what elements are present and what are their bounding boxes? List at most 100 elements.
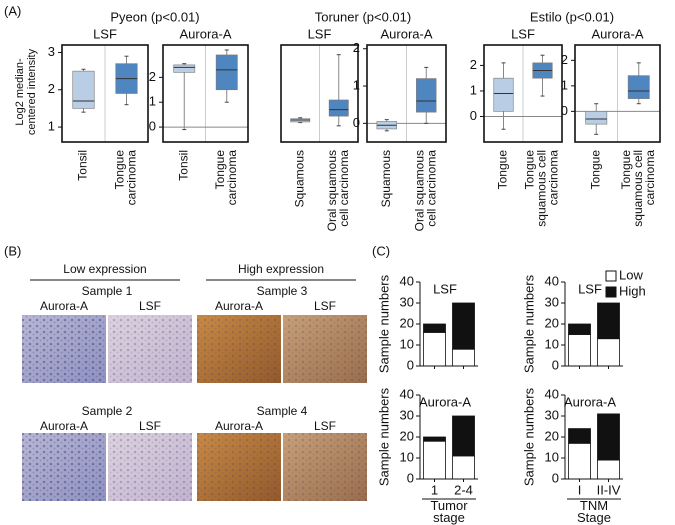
y-tick-label: 10 (400, 336, 414, 351)
x-tick-label: Squamous (292, 150, 306, 207)
y-tick-label: 2 (353, 40, 360, 55)
x-tick-label: II-IV (597, 482, 621, 497)
image-label: LSF (139, 419, 161, 433)
box (72, 70, 95, 109)
bar-segment (597, 302, 620, 340)
box (416, 78, 437, 113)
bar-segment (452, 415, 475, 457)
y-tick-label: 2 (149, 69, 156, 84)
bar-segment (568, 334, 591, 367)
chart-title: LSF (578, 281, 602, 296)
tissue-texture (22, 433, 106, 501)
image-label: LSF (139, 299, 161, 313)
y-tick-label: 0 (353, 115, 360, 130)
section-header: Low expression (63, 262, 146, 276)
panel-label: (C) (372, 243, 390, 258)
image-label: LSF (314, 419, 336, 433)
tissue-texture (283, 315, 367, 383)
x-tick-label: Oral squamouscell carcinoma (325, 150, 351, 232)
y-tick-label: 1 (470, 82, 477, 97)
y-tick-label: 30 (400, 407, 414, 422)
bar-segment (568, 323, 591, 335)
x-tick-label: Tonguecarcinoma (113, 150, 139, 206)
y-axis-label: Sample numbers (376, 274, 391, 373)
bar-segment (597, 338, 620, 367)
y-tick-label: 0 (407, 470, 414, 485)
plot-frame (162, 44, 249, 143)
bar-segment (423, 436, 446, 442)
chart-title: Aurora-A (564, 394, 616, 409)
legend-swatch (605, 270, 617, 282)
image-label: Aurora-A (40, 299, 88, 313)
x-tick-label: Tonsil (176, 150, 190, 181)
plot-frame (280, 44, 359, 143)
image-label: Aurora-A (215, 419, 263, 433)
plot-frame (574, 44, 661, 143)
tissue-texture (108, 315, 192, 383)
y-axis-label: Sample numbers (376, 387, 391, 486)
box (215, 54, 238, 91)
image-label: Aurora-A (40, 419, 88, 433)
plot-frame (483, 44, 563, 143)
bar-segment (597, 413, 620, 461)
y-tick-label: 1 (48, 119, 55, 134)
panel-label: (A) (4, 3, 21, 18)
x-tick-label: Tonguecarcinoma (213, 150, 239, 206)
panel-label: (B) (4, 243, 21, 258)
y-tick-label: 10 (400, 449, 414, 464)
plot-frame (61, 44, 149, 143)
y-tick-label: 40 (400, 386, 414, 401)
bar-segment (423, 440, 446, 480)
group-title: Pyeon (p<0.01) (110, 9, 199, 24)
y-tick-label: 40 (545, 386, 559, 401)
chart-title: Aurora-A (419, 394, 471, 409)
sample-title: Sample 3 (257, 284, 308, 298)
x-tick-label: Squamous (379, 150, 393, 207)
bar-segment (452, 455, 475, 480)
chart-title: Aurora-A (380, 26, 432, 41)
x-tick-label: I (578, 482, 582, 497)
tissue-texture (197, 315, 281, 383)
chart-title: LSF (93, 26, 117, 41)
legend-swatch (605, 286, 617, 298)
bar-segment (568, 442, 591, 480)
y-tick-label: 1 (353, 77, 360, 92)
image-label: Aurora-A (215, 299, 263, 313)
group-title: Toruner (p<0.01) (315, 9, 411, 24)
y-tick-label: 0 (552, 357, 559, 372)
y-axis-label: Sample numbers (521, 387, 536, 486)
bar-segment (452, 302, 475, 350)
box (585, 111, 608, 125)
y-tick-label: 2 (470, 57, 477, 72)
y-tick-label: 0 (149, 119, 156, 134)
x-tick-label: Oral squamouscell carcinoma (412, 150, 438, 232)
x-tick-label: Tongue (588, 150, 602, 190)
chart-title: LSF (433, 281, 457, 296)
y-tick-label: 20 (400, 428, 414, 443)
tissue-texture (283, 433, 367, 501)
box (328, 99, 349, 117)
sample-title: Sample 2 (82, 404, 133, 418)
x-tick-label: 1 (431, 482, 438, 497)
y-tick-label: 20 (545, 315, 559, 330)
y-tick-label: 10 (545, 449, 559, 464)
y-tick-label: 3 (48, 44, 55, 59)
y-tick-label: 2 (48, 81, 55, 96)
sample-title: Sample 1 (82, 284, 133, 298)
x-tick-label: Tongue (496, 150, 510, 190)
y-tick-label: 30 (545, 294, 559, 309)
y-tick-label: 2 (561, 52, 568, 67)
chart-title: Aurora-A (179, 26, 231, 41)
legend-label: High (619, 283, 646, 298)
y-tick-label: 40 (400, 273, 414, 288)
x-axis-label: Tumor stage (430, 498, 468, 525)
x-tick-label: Tonguesquamous cellcarcinoma (619, 150, 657, 227)
box (627, 75, 650, 99)
bar-segment (452, 348, 475, 367)
y-tick-label: 40 (545, 273, 559, 288)
y-axis-label: Log2 median-centered intensity (14, 48, 38, 135)
y-axis-label: Sample numbers (521, 274, 536, 373)
y-tick-label: 20 (400, 315, 414, 330)
y-tick-label: 20 (545, 428, 559, 443)
